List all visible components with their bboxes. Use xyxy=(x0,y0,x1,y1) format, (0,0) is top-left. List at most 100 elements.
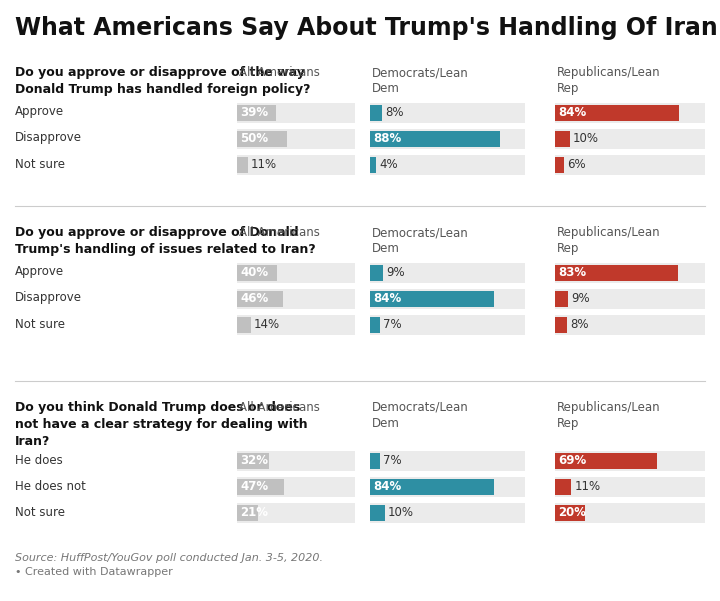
Bar xyxy=(370,105,382,121)
Bar xyxy=(370,477,525,497)
Text: 84%: 84% xyxy=(373,293,401,305)
Text: 84%: 84% xyxy=(558,106,586,120)
Text: Republicans/Lean
Rep: Republicans/Lean Rep xyxy=(557,66,661,95)
Bar xyxy=(237,453,269,469)
Bar xyxy=(555,289,705,309)
Text: What Americans Say About Trump's Handling Of Iran Issues: What Americans Say About Trump's Handlin… xyxy=(15,16,720,40)
Bar xyxy=(370,157,376,173)
Bar xyxy=(370,103,525,123)
Bar xyxy=(555,315,705,335)
Text: 8%: 8% xyxy=(570,319,588,332)
Bar xyxy=(555,317,567,333)
Text: All Americans: All Americans xyxy=(239,401,320,414)
Bar xyxy=(370,131,500,147)
Bar xyxy=(370,505,384,521)
Text: 40%: 40% xyxy=(240,266,268,279)
Text: Republicans/Lean
Rep: Republicans/Lean Rep xyxy=(557,401,661,430)
Text: 8%: 8% xyxy=(384,106,403,120)
Text: 47%: 47% xyxy=(240,481,268,493)
Bar xyxy=(555,155,705,175)
Bar xyxy=(237,505,258,521)
Bar xyxy=(237,451,355,471)
Bar xyxy=(555,451,705,471)
Bar xyxy=(370,291,495,307)
Text: Democrats/Lean
Dem: Democrats/Lean Dem xyxy=(372,401,469,430)
Bar xyxy=(237,503,355,523)
Bar xyxy=(237,317,251,333)
Bar xyxy=(237,315,355,335)
Bar xyxy=(370,453,380,469)
Text: 88%: 88% xyxy=(373,132,401,145)
Text: Disapprove: Disapprove xyxy=(15,291,82,305)
Text: Approve: Approve xyxy=(15,106,64,118)
Text: 32%: 32% xyxy=(240,454,268,468)
Bar xyxy=(237,157,248,173)
Text: 10%: 10% xyxy=(573,132,599,145)
Bar xyxy=(555,503,705,523)
Bar xyxy=(237,289,355,309)
Bar xyxy=(237,479,284,495)
Bar xyxy=(555,265,678,281)
Text: 21%: 21% xyxy=(240,507,268,519)
Bar xyxy=(370,479,495,495)
Text: 9%: 9% xyxy=(387,266,405,279)
Text: 50%: 50% xyxy=(240,132,268,145)
Bar xyxy=(555,453,657,469)
Bar xyxy=(555,291,568,307)
Bar xyxy=(237,155,355,175)
Bar xyxy=(555,477,705,497)
Bar xyxy=(555,263,705,283)
Text: 10%: 10% xyxy=(388,507,414,519)
Bar xyxy=(370,317,380,333)
Text: He does not: He does not xyxy=(15,480,86,492)
Text: Do you approve or disapprove of the way
Donald Trump has handled foreign policy?: Do you approve or disapprove of the way … xyxy=(15,66,310,96)
Bar xyxy=(370,451,525,471)
Bar xyxy=(370,155,525,175)
Bar xyxy=(237,103,355,123)
Text: 83%: 83% xyxy=(558,266,586,279)
Text: Do you think Donald Trump does or does
not have a clear strategy for dealing wit: Do you think Donald Trump does or does n… xyxy=(15,401,307,448)
Bar xyxy=(370,263,525,283)
Text: Not sure: Not sure xyxy=(15,505,65,519)
Text: 11%: 11% xyxy=(251,159,277,171)
Text: Approve: Approve xyxy=(15,266,64,278)
Text: Disapprove: Disapprove xyxy=(15,132,82,144)
Bar xyxy=(555,103,705,123)
Bar xyxy=(237,131,287,147)
Text: 7%: 7% xyxy=(383,319,402,332)
Bar xyxy=(555,131,570,147)
Bar xyxy=(237,477,355,497)
Bar xyxy=(555,157,564,173)
Bar xyxy=(370,265,383,281)
Text: Do you approve or disapprove of Donald
Trump's handling of issues related to Ira: Do you approve or disapprove of Donald T… xyxy=(15,226,316,256)
Text: 7%: 7% xyxy=(383,454,402,468)
Text: Democrats/Lean
Dem: Democrats/Lean Dem xyxy=(372,66,469,95)
Text: Republicans/Lean
Rep: Republicans/Lean Rep xyxy=(557,226,661,255)
Bar xyxy=(370,129,525,149)
Text: 39%: 39% xyxy=(240,106,268,120)
Bar xyxy=(237,129,355,149)
Text: 46%: 46% xyxy=(240,293,269,305)
Text: 14%: 14% xyxy=(254,319,280,332)
Text: He does: He does xyxy=(15,454,63,466)
Bar xyxy=(370,289,525,309)
Bar xyxy=(370,503,525,523)
Bar xyxy=(555,105,679,121)
Bar xyxy=(237,265,277,281)
Bar xyxy=(555,505,585,521)
Text: 69%: 69% xyxy=(558,454,586,468)
Text: All Americans: All Americans xyxy=(239,66,320,79)
Bar xyxy=(555,129,705,149)
Text: Source: HuffPost/YouGov poll conducted Jan. 3-5, 2020.: Source: HuffPost/YouGov poll conducted J… xyxy=(15,553,323,563)
Text: 84%: 84% xyxy=(373,481,401,493)
Text: Not sure: Not sure xyxy=(15,157,65,171)
Text: All Americans: All Americans xyxy=(239,226,320,239)
Text: 6%: 6% xyxy=(567,159,585,171)
Bar xyxy=(237,105,276,121)
Text: Democrats/Lean
Dem: Democrats/Lean Dem xyxy=(372,226,469,255)
Bar xyxy=(555,479,571,495)
Text: Not sure: Not sure xyxy=(15,317,65,331)
Text: 11%: 11% xyxy=(575,481,600,493)
Text: 4%: 4% xyxy=(379,159,397,171)
Text: 9%: 9% xyxy=(572,293,590,305)
